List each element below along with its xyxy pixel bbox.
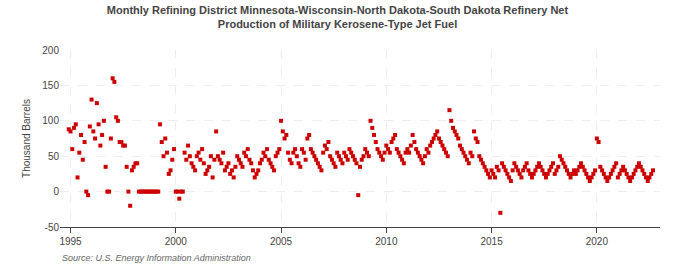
svg-text:2010: 2010 <box>375 236 398 247</box>
svg-text:1995: 1995 <box>59 236 82 247</box>
svg-text:50: 50 <box>48 151 60 162</box>
svg-text:200: 200 <box>42 45 59 56</box>
svg-text:2005: 2005 <box>270 236 293 247</box>
svg-text:2015: 2015 <box>480 236 503 247</box>
svg-text:0: 0 <box>53 186 59 197</box>
svg-text:2000: 2000 <box>165 236 188 247</box>
svg-text:150: 150 <box>42 80 59 91</box>
svg-text:100: 100 <box>42 115 59 126</box>
svg-text:Source: U.S. Energy Informatio: Source: U.S. Energy Information Administ… <box>62 253 251 263</box>
svg-text:-50: -50 <box>45 222 60 233</box>
svg-text:Monthly Refining District Minn: Monthly Refining District Minnesota-Wisc… <box>107 4 569 30</box>
svg-text:2020: 2020 <box>586 236 609 247</box>
svg-text:Thousand Barrels: Thousand Barrels <box>21 99 32 178</box>
